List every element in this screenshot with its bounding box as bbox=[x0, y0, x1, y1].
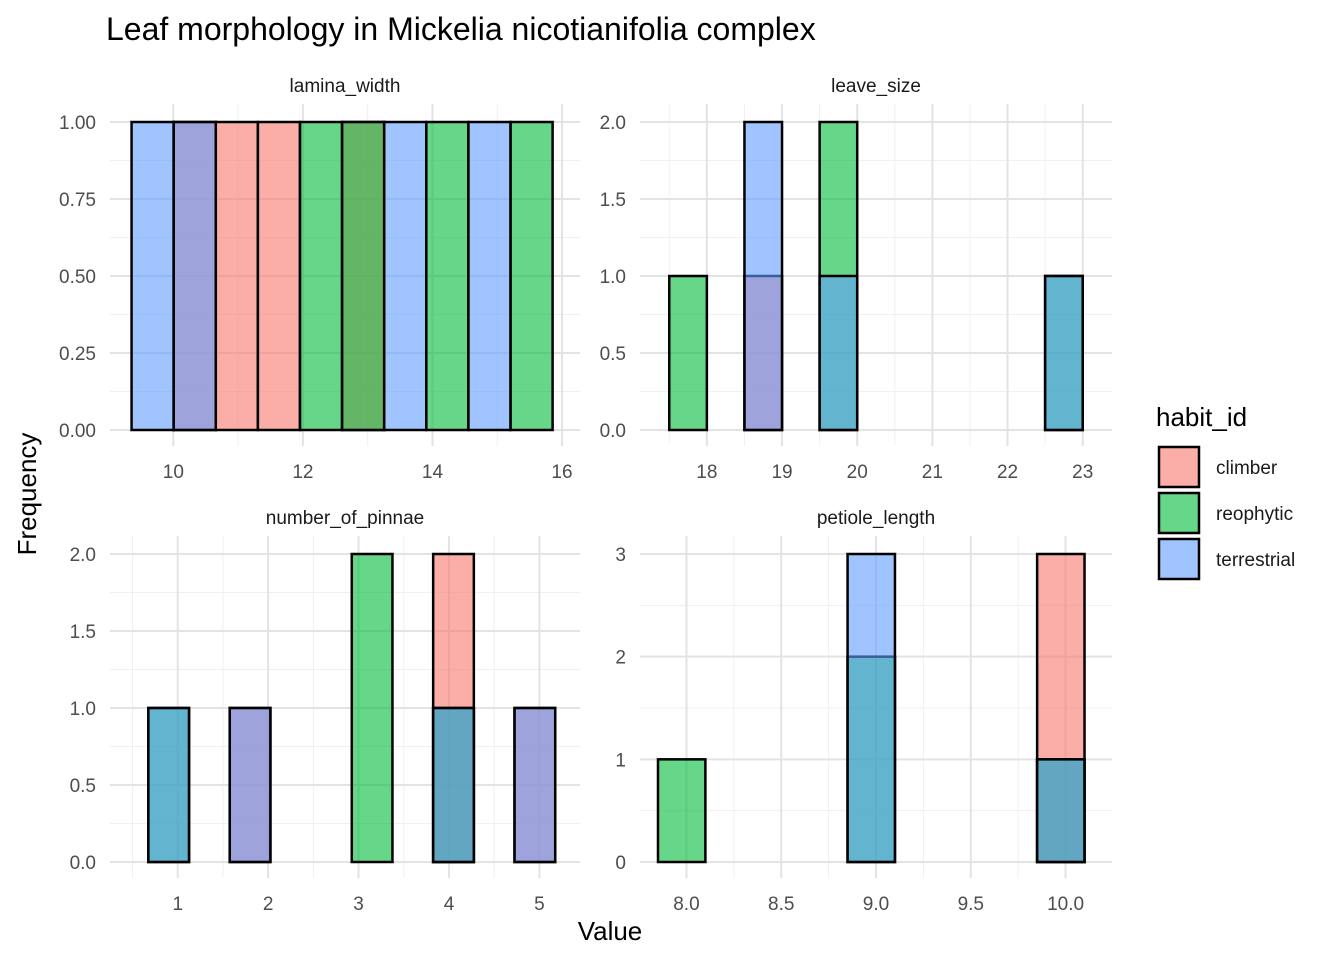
y-tick-label: 0.75 bbox=[59, 190, 96, 211]
x-tick-label: 3 bbox=[353, 894, 364, 915]
y-tick-label: 1.5 bbox=[600, 190, 626, 211]
histogram-bar bbox=[425, 120, 470, 432]
y-tick-label: 1 bbox=[615, 750, 626, 771]
histogram-bar bbox=[1043, 274, 1084, 432]
legend: habit_id climber reophytic terrestrial bbox=[1156, 402, 1295, 581]
legend-items: climber reophytic terrestrial bbox=[1157, 445, 1295, 581]
histogram-bar bbox=[350, 552, 394, 864]
x-tick-label: 1 bbox=[172, 894, 183, 915]
legend-item-terrestrial: terrestrial bbox=[1157, 537, 1295, 581]
y-tick-label: 2 bbox=[615, 648, 626, 669]
facet-strip-label: leave_size bbox=[831, 76, 921, 97]
facet-lamina-width: lamina_width 0.00 0.25 0.50 0.75 1.00 10 12 14 16 bbox=[59, 76, 580, 483]
facet-petiole-length: petiole_length 0 1 2 3 8.0 8.5 9.0 9.5 10.0 bbox=[615, 508, 1112, 915]
legend-key-swatch bbox=[1157, 491, 1201, 535]
histogram-bar bbox=[256, 120, 302, 432]
y-tick-label: 0.25 bbox=[59, 344, 96, 365]
y-tick-label: 0.0 bbox=[70, 853, 96, 874]
legend-item-climber: climber bbox=[1157, 445, 1278, 489]
legend-key-swatch bbox=[1157, 445, 1201, 489]
x-tick-label: 22 bbox=[997, 462, 1018, 483]
histogram-bar bbox=[513, 706, 557, 864]
facet-strip-label: number_of_pinnae bbox=[266, 508, 424, 529]
histogram-bar bbox=[846, 552, 897, 864]
y-tick-label: 0.0 bbox=[600, 421, 626, 442]
series-terrestrial bbox=[130, 120, 512, 432]
y-tick-label: 0.00 bbox=[59, 421, 96, 442]
y-tick-label: 0.5 bbox=[600, 344, 626, 365]
y-tick-label: 1.5 bbox=[70, 622, 96, 643]
x-tick-label: 19 bbox=[771, 462, 792, 483]
x-tick-label: 20 bbox=[847, 462, 868, 483]
chart-title: Leaf morphology in Mickelia nicotianifol… bbox=[106, 11, 816, 47]
y-tick-label: 0 bbox=[615, 853, 626, 874]
histogram-bar bbox=[431, 706, 476, 864]
x-tick-label: 4 bbox=[444, 894, 455, 915]
y-axis-title: Frequency bbox=[12, 433, 42, 556]
x-tick-label: 16 bbox=[551, 462, 572, 483]
histogram-bar bbox=[147, 706, 191, 864]
x-tick-label: 21 bbox=[922, 462, 943, 483]
histogram-bar bbox=[656, 758, 707, 864]
y-tick-label: 2.0 bbox=[70, 545, 96, 566]
histogram-bar bbox=[298, 120, 344, 432]
series-terrestrial bbox=[743, 120, 1084, 432]
histogram-bar bbox=[467, 120, 512, 432]
y-tick-label: 3 bbox=[615, 545, 626, 566]
facet-strip-label: petiole_length bbox=[817, 508, 935, 529]
histogram-bar bbox=[509, 120, 554, 432]
series-terrestrial bbox=[147, 706, 557, 864]
histogram-bar bbox=[340, 120, 386, 432]
histogram-bar bbox=[172, 120, 218, 432]
x-tick-label: 12 bbox=[292, 462, 313, 483]
histogram-bar bbox=[818, 274, 859, 432]
y-tick-label: 0.5 bbox=[70, 776, 96, 797]
x-tick-label: 10 bbox=[163, 462, 184, 483]
histogram-bar bbox=[214, 120, 260, 432]
histogram-bar bbox=[668, 274, 709, 432]
histogram-bar bbox=[130, 120, 175, 432]
legend-label: climber bbox=[1216, 458, 1278, 479]
y-tick-label: 1.0 bbox=[70, 699, 96, 720]
x-tick-label: 9.5 bbox=[958, 894, 984, 915]
y-tick-label: 2.0 bbox=[600, 113, 626, 134]
y-tick-label: 1.00 bbox=[59, 113, 96, 134]
facet-leave-size: leave_size 0.0 0.5 1.0 1.5 2.0 18 19 20 21 22 23 bbox=[600, 76, 1112, 483]
y-tick-label: 1.0 bbox=[600, 267, 626, 288]
x-tick-label: 18 bbox=[696, 462, 717, 483]
histogram-bar bbox=[382, 120, 428, 432]
legend-title: habit_id bbox=[1156, 402, 1247, 432]
series-terrestrial bbox=[846, 552, 1086, 864]
legend-label: terrestrial bbox=[1216, 550, 1295, 571]
x-tick-label: 8.0 bbox=[673, 894, 699, 915]
x-axis-title: Value bbox=[578, 916, 643, 946]
x-tick-label: 5 bbox=[534, 894, 545, 915]
legend-item-reophytic: reophytic bbox=[1157, 491, 1293, 535]
x-tick-label: 8.5 bbox=[768, 894, 794, 915]
legend-label: reophytic bbox=[1216, 504, 1293, 525]
x-tick-label: 2 bbox=[263, 894, 274, 915]
histogram-bar bbox=[228, 706, 272, 864]
x-tick-label: 9.0 bbox=[863, 894, 889, 915]
facet-number-of-pinnae: number_of_pinnae 0.0 0.5 1.0 1.5 2.0 1 2 3 4 5 bbox=[70, 508, 580, 915]
histogram-bar bbox=[1035, 758, 1086, 864]
y-tick-label: 0.50 bbox=[59, 267, 96, 288]
x-tick-label: 14 bbox=[422, 462, 444, 483]
x-tick-label: 10.0 bbox=[1047, 894, 1084, 915]
facet-strip-label: lamina_width bbox=[290, 76, 401, 97]
legend-key-swatch bbox=[1157, 537, 1201, 581]
x-tick-label: 23 bbox=[1072, 462, 1093, 483]
series-reophytic bbox=[298, 120, 554, 432]
histogram-bar bbox=[743, 120, 784, 432]
